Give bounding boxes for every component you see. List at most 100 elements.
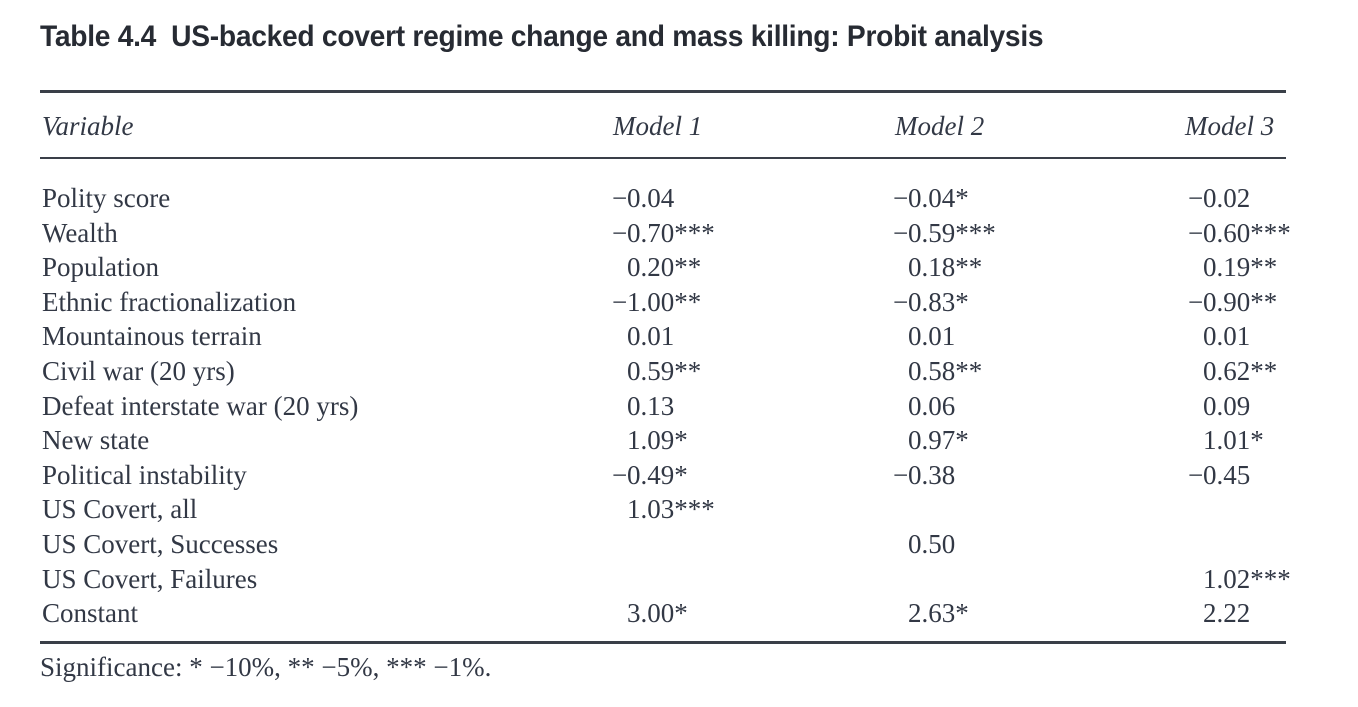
cell-model1: −0.49* xyxy=(612,458,688,493)
row-label: Wealth xyxy=(42,217,118,248)
cell-model2: −0.04* xyxy=(893,181,969,216)
minus-sign: − xyxy=(1188,459,1204,490)
cell-model1: −0.04 xyxy=(612,181,674,216)
cell-model1: 0.59** xyxy=(612,354,701,389)
minus-sign: − xyxy=(893,183,909,213)
coefficient-value: 3.00* xyxy=(627,598,688,629)
cell-model1 xyxy=(612,527,627,562)
cell-model2: 0.01 xyxy=(893,319,955,354)
cell-model1: 1.09* xyxy=(612,423,688,458)
coefficient-value: 2.22 xyxy=(1203,598,1251,629)
cell-model1: 3.00* xyxy=(612,596,688,631)
coefficient-value: 0.90** xyxy=(1203,286,1278,317)
minus-sign: − xyxy=(893,217,909,248)
cell-model1 xyxy=(612,562,627,597)
coefficient-value: 0.02 xyxy=(1203,183,1251,213)
significance-note: Significance: * −10%, ** −5%, *** −1%. xyxy=(40,652,492,682)
cell-model2: 0.18** xyxy=(893,250,982,285)
row-label: US Covert, all xyxy=(42,494,198,525)
table-top-rule xyxy=(40,90,1286,93)
coefficient-value: 0.50 xyxy=(908,528,956,559)
cell-model3: 2.22 xyxy=(1188,596,1250,631)
row-label: Political instability xyxy=(42,459,247,490)
cell-model2: 0.06 xyxy=(893,389,955,424)
coefficient-value: 0.09 xyxy=(1203,390,1251,421)
column-header-model3: Model 3 xyxy=(1185,111,1275,141)
cell-model3: 1.02*** xyxy=(1188,562,1291,597)
minus-sign: − xyxy=(893,286,909,317)
cell-model3: 0.62** xyxy=(1188,354,1277,389)
row-label: Civil war (20 yrs) xyxy=(42,355,235,386)
coefficient-value: 0.49* xyxy=(627,459,688,490)
coefficient-value: 0.83* xyxy=(908,286,969,317)
cell-model2 xyxy=(893,562,908,597)
coefficient-value: 0.19** xyxy=(1203,252,1278,283)
coefficient-value: 1.03*** xyxy=(627,494,715,525)
cell-model2: 0.97* xyxy=(893,423,969,458)
coefficient-value: 0.70*** xyxy=(627,217,715,248)
minus-sign: − xyxy=(612,459,628,490)
row-label: Ethnic fractionalization xyxy=(42,286,297,317)
row-label: US Covert, Successes xyxy=(42,528,279,559)
cell-model2: 2.63* xyxy=(893,596,969,631)
column-header-model2: Model 2 xyxy=(895,111,985,141)
minus-sign: − xyxy=(612,286,628,317)
table-row: Political instability −0.49* −0.38 −0.45 xyxy=(0,458,1358,493)
cell-model1: 1.03*** xyxy=(612,492,715,527)
cell-model1: −1.00** xyxy=(612,285,701,320)
cell-model3: 0.19** xyxy=(1188,250,1277,285)
cell-model3: 0.09 xyxy=(1188,389,1250,424)
coefficient-value: 0.01 xyxy=(1203,321,1251,352)
table-row: Population 0.20** 0.18** 0.19** xyxy=(0,250,1358,285)
coefficient-value: 0.58** xyxy=(908,355,983,386)
cell-model1: 0.01 xyxy=(612,319,674,354)
table-row: Wealth −0.70*** −0.59*** − 0.60*** xyxy=(0,216,1358,251)
table-row: Defeat interstate war (20 yrs) 0.13 0.06 0.… xyxy=(0,389,1358,424)
cell-model1: 0.20** xyxy=(612,250,701,285)
row-label: US Covert, Failures xyxy=(42,563,258,594)
cell-model3: −0.45 xyxy=(1188,458,1250,493)
table-header-rule xyxy=(40,157,1286,159)
coefficient-value: 0.04 xyxy=(627,183,675,213)
cell-model2 xyxy=(893,492,908,527)
cell-model3: −0.90** xyxy=(1188,285,1277,320)
coefficient-value: 0.59** xyxy=(627,355,702,386)
cell-model2: −0.38 xyxy=(893,458,955,493)
cell-model1: −0.70*** xyxy=(612,216,715,251)
cell-model3 xyxy=(1188,527,1203,562)
coefficient-value: 0.20** xyxy=(627,252,702,283)
row-label: Polity score xyxy=(42,183,171,213)
column-header-variable: Variable xyxy=(42,111,134,141)
cell-model2: −0.59*** xyxy=(893,216,996,251)
table-row: Polity score −0.04 −0.04* −0.02 xyxy=(0,181,1358,216)
row-label: Population xyxy=(42,252,160,283)
coefficient-value: 0.01 xyxy=(627,321,675,352)
table-row: Ethnic fractionalization −1.00** −0.83* −0.… xyxy=(0,285,1358,320)
row-label: Defeat interstate war (20 yrs) xyxy=(42,390,359,421)
table-title: Table 4.4 US-backed covert regime change… xyxy=(40,20,1044,53)
coefficient-value: 0.06 xyxy=(908,390,956,421)
coefficient-value: 0.60*** xyxy=(1203,217,1291,248)
minus-sign: − xyxy=(1188,183,1204,213)
coefficient-value: 0.59*** xyxy=(908,217,996,248)
cell-model2: 0.50 xyxy=(893,527,955,562)
coefficient-value: 1.09* xyxy=(627,425,688,456)
coefficient-value: 0.45 xyxy=(1203,459,1251,490)
table-row: Mountainous terrain 0.01 0.01 0.01 xyxy=(0,319,1358,354)
table-bottom-rule xyxy=(40,641,1286,644)
coefficient-value: 0.01 xyxy=(908,321,956,352)
coefficient-value: 0.18** xyxy=(908,252,983,283)
coefficient-value: 1.00** xyxy=(627,286,702,317)
table-row: New state 1.09* 0.97* 1.01* xyxy=(0,423,1358,458)
table-row: US Covert, all 1.03*** xyxy=(0,492,1358,527)
coefficient-value: 1.02*** xyxy=(1203,563,1291,594)
cell-model1: 0.13 xyxy=(612,389,674,424)
minus-sign: − xyxy=(1188,286,1204,317)
table-body: Polity score −0.04 −0.04* −0.02 Wealth −0.70*… xyxy=(0,181,1358,631)
cell-model3 xyxy=(1188,492,1203,527)
coefficient-value: 0.38 xyxy=(908,459,956,490)
table-row: Civil war (20 yrs) 0.59** 0.58** 0.62** xyxy=(0,354,1358,389)
minus-sign: − xyxy=(893,459,909,490)
minus-sign: − xyxy=(612,183,628,213)
